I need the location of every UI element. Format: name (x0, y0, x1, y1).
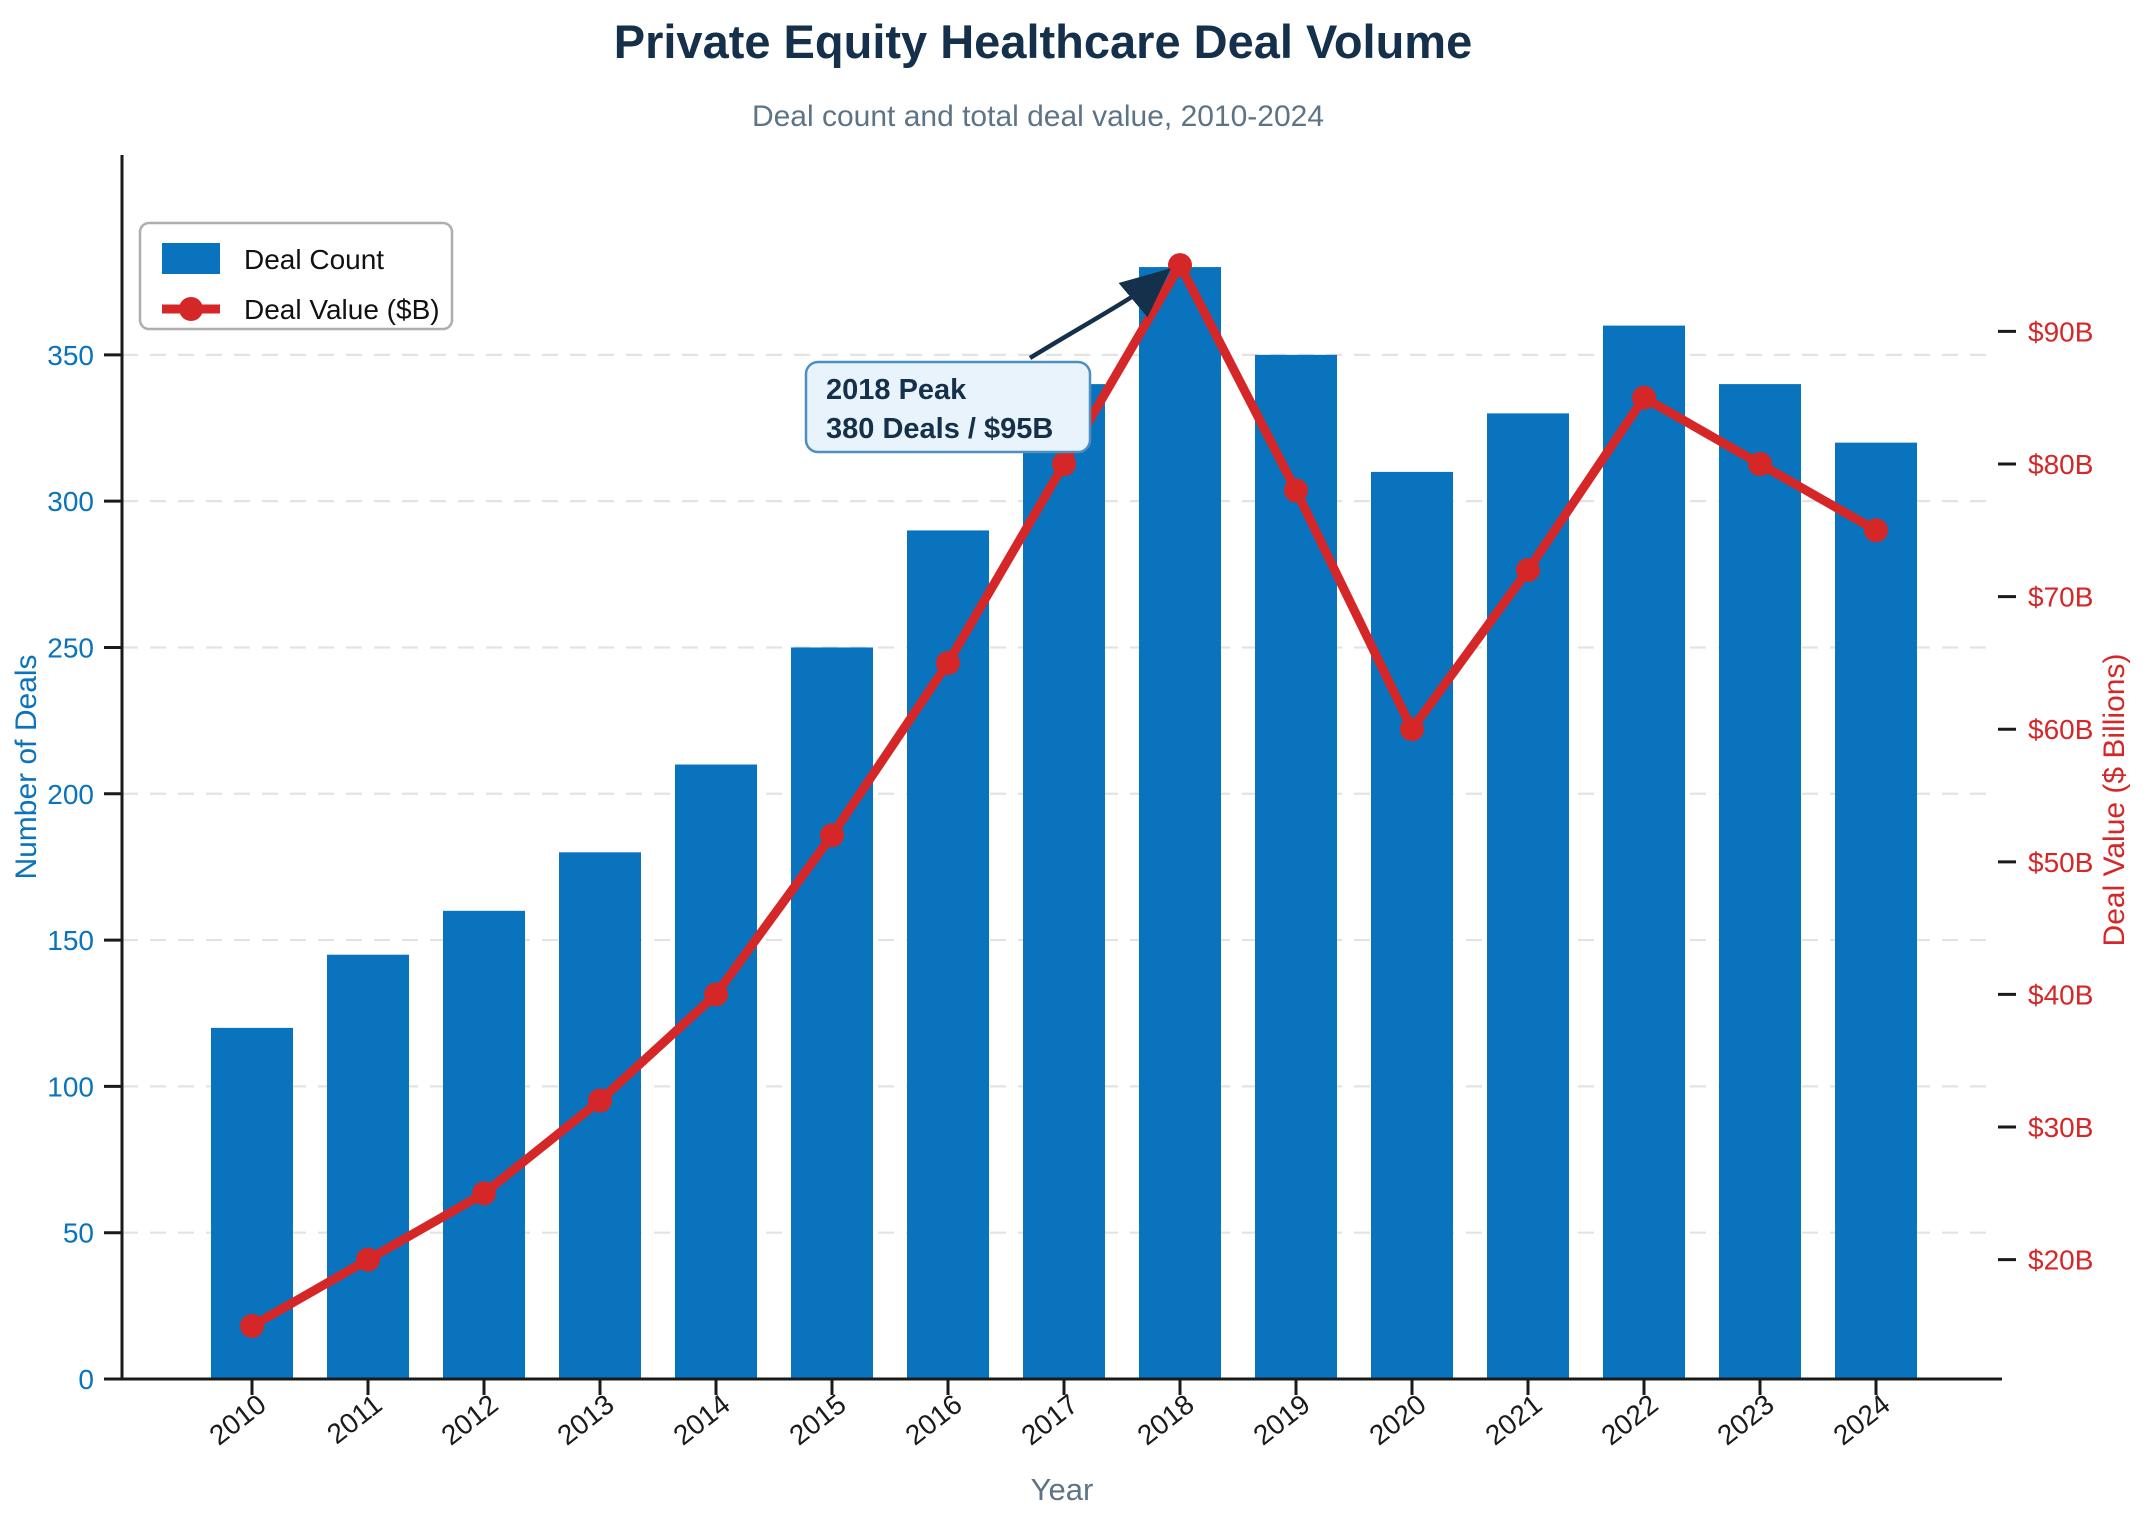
annotation: 2018 Peak 380 Deals / $95B (804, 268, 1171, 454)
bar-2020 (1371, 471, 1453, 1379)
x-tick-label-2013: 2013 (552, 1388, 620, 1451)
y-tick-label-right-60: $60B (2028, 714, 2093, 745)
value-marker-2013 (588, 1088, 612, 1113)
value-marker-2015 (820, 823, 844, 848)
bar-2014 (675, 764, 757, 1379)
value-marker-2016 (936, 650, 960, 675)
y-tick-label-right-50: $50B (2028, 847, 2093, 878)
y-tick-label-left-150: 150 (47, 925, 94, 956)
bar-2012 (443, 910, 525, 1379)
bar-2019 (1255, 354, 1337, 1380)
page-subtitle: Deal count and total deal value, 2010-20… (752, 100, 1324, 133)
value-marker-2012 (472, 1181, 496, 1206)
bar-2011 (327, 954, 409, 1379)
legend-swatch-deal-count (162, 243, 220, 274)
line-series-group (240, 253, 1888, 1338)
x-tick-label-2020: 2020 (1364, 1388, 1432, 1451)
legend-marker-deal-value (179, 297, 203, 321)
y-tick-label-right-20: $20B (2028, 1245, 2093, 1276)
x-tick-label-2011: 2011 (321, 1388, 388, 1450)
y-tick-label-right-40: $40B (2028, 979, 2093, 1010)
x-tick-label-2021: 2021 (1480, 1388, 1548, 1451)
bar-2017 (1023, 384, 1105, 1379)
x-tick-label-2019: 2019 (1248, 1388, 1316, 1451)
annotation-line1: 2018 Peak (826, 374, 967, 406)
y-tick-label-left-50: 50 (63, 1218, 94, 1249)
bar-2022 (1603, 325, 1685, 1379)
value-marker-2020 (1400, 717, 1424, 742)
y-tick-label-right-80: $80B (2028, 449, 2093, 480)
annotation-box (804, 360, 1092, 454)
bar-2018 (1139, 267, 1221, 1379)
annotation-line2: 380 Deals / $95B (826, 413, 1053, 445)
value-marker-2018 (1168, 253, 1192, 278)
x-tick-label-2023: 2023 (1712, 1388, 1780, 1451)
y-tick-label-left-0: 0 (78, 1364, 94, 1395)
x-axis-label: Year (1031, 1472, 1094, 1507)
bar-2015 (791, 647, 873, 1379)
legend-label-deal-value: Deal Value ($B) (244, 294, 440, 325)
legend-label-deal-count: Deal Count (244, 244, 384, 275)
value-marker-2019 (1284, 478, 1308, 503)
y-tick-label-right-70: $70B (2028, 582, 2093, 613)
y-tick-label-left-250: 250 (47, 632, 94, 663)
x-tick-label-2022: 2022 (1596, 1388, 1664, 1451)
value-marker-2017 (1052, 451, 1076, 476)
x-tick-label-2016: 2016 (900, 1388, 968, 1451)
x-tick-label-2014: 2014 (668, 1388, 736, 1451)
value-marker-2022 (1632, 385, 1656, 410)
value-marker-2014 (704, 982, 728, 1007)
y-tick-label-right-30: $30B (2028, 1112, 2093, 1143)
annotation-arrow (1028, 268, 1171, 360)
y-tick-label-left-100: 100 (47, 1071, 94, 1102)
value-marker-2021 (1516, 558, 1540, 583)
page-title: Private Equity Healthcare Deal Volume (614, 15, 1473, 68)
legend: Deal Count Deal Value ($B) (138, 221, 454, 331)
y-tick-label-left-300: 300 (47, 486, 94, 517)
value-marker-2011 (356, 1247, 380, 1272)
x-tick-label-2012: 2012 (436, 1388, 504, 1451)
value-marker-2024 (1864, 518, 1888, 543)
x-tick-label-2017: 2017 (1016, 1388, 1084, 1451)
x-tick-label-2024: 2024 (1828, 1388, 1896, 1451)
bar-2023 (1719, 384, 1801, 1379)
y-axis-label-left: Number of Deals (10, 654, 43, 879)
y-tick-label-left-200: 200 (47, 779, 94, 810)
value-marker-2010 (240, 1313, 264, 1338)
x-tick-label-2018: 2018 (1132, 1388, 1200, 1451)
y-tick-label-left-350: 350 (47, 340, 94, 371)
y-axis-label-right: Deal Value ($ Billions) (2098, 654, 2131, 947)
bar-2024 (1835, 442, 1917, 1379)
x-tick-label-2015: 2015 (784, 1388, 852, 1451)
y-tick-label-right-90: $90B (2028, 316, 2093, 347)
x-tick-label-2010: 2010 (204, 1388, 272, 1451)
bar-2013 (559, 852, 641, 1379)
value-marker-2023 (1748, 451, 1772, 476)
